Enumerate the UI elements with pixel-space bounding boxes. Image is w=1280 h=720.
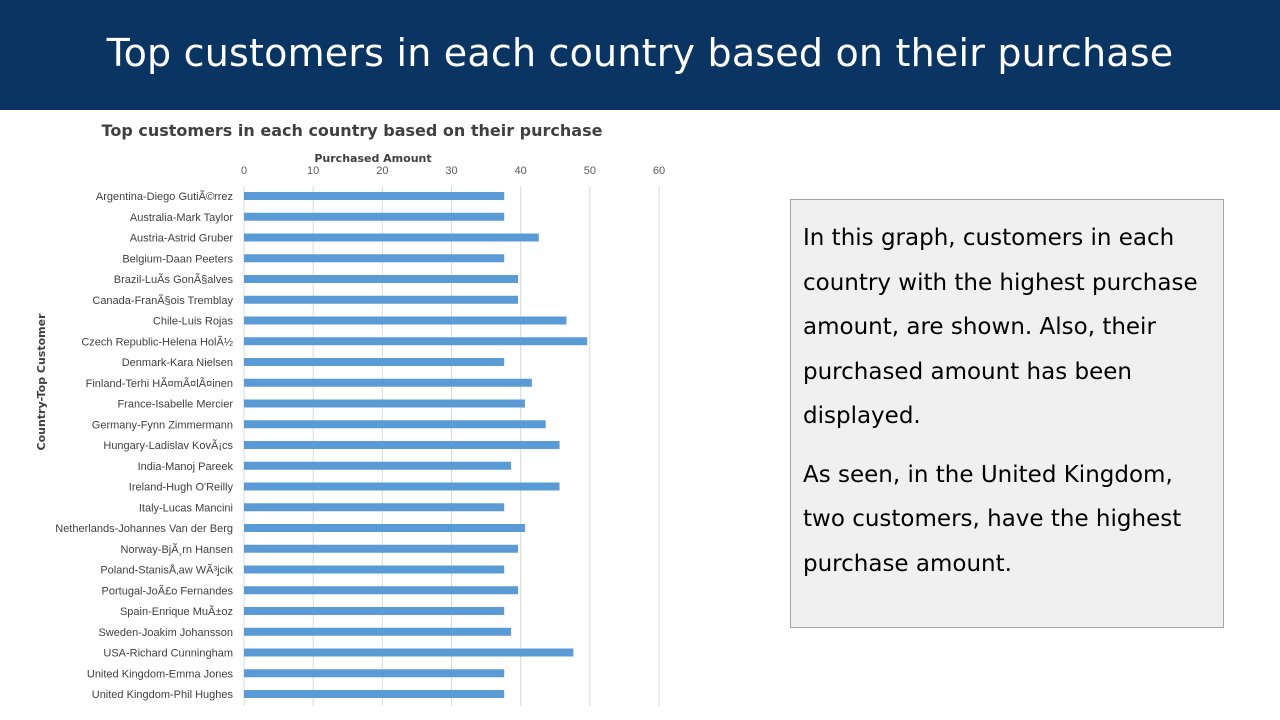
category-label: Argentina-Diego GutiÃ©rrez	[96, 190, 233, 203]
category-label: Poland-StanisÅ‚aw WÃ³jcik	[100, 564, 233, 577]
slide-header: Top customers in each country based on t…	[0, 0, 1280, 110]
x-axis-title: Purchased Amount	[314, 152, 431, 165]
bar	[244, 233, 539, 242]
category-label: India-Manoj Pareek	[138, 461, 234, 473]
category-label: Spain-Enrique MuÃ±oz	[120, 605, 233, 618]
category-label: Sweden-Joakim Johansson	[98, 627, 233, 639]
category-labels: Argentina-Diego GutiÃ©rrez Australia-Mark…	[55, 190, 233, 701]
y-axis-title: Country-Top Customer	[35, 313, 48, 451]
explanation-paragraph-1: In this graph, customers in each country…	[803, 225, 1198, 429]
category-label: Netherlands-Johannes Van der Berg	[55, 523, 233, 535]
x-tick-label: 20	[376, 165, 388, 177]
explanation-box: In this graph, customers in each country…	[790, 199, 1224, 628]
category-label: Ireland-Hugh O'Reilly	[129, 482, 234, 494]
bar	[244, 627, 512, 636]
bar	[244, 295, 519, 304]
bar	[244, 358, 505, 366]
bar	[244, 503, 505, 512]
bar	[244, 441, 560, 449]
category-label: USA-Richard Cunningham	[103, 648, 233, 660]
x-tick-label: 0	[241, 165, 247, 177]
x-tick-label: 50	[584, 165, 596, 177]
bar	[244, 254, 505, 263]
bar	[244, 690, 505, 698]
bars	[244, 192, 588, 698]
category-label: Hungary-Ladislav KovÃ¡cs	[103, 439, 233, 452]
bar	[244, 648, 574, 657]
category-label: Brazil-LuÃ­s GonÃ§alves	[114, 273, 234, 286]
category-label: United Kingdom-Phil Hughes	[92, 689, 234, 701]
bar	[244, 337, 588, 346]
bar	[244, 482, 560, 491]
chart-title: Top customers in each country based on t…	[102, 121, 603, 140]
category-label: France-Isabelle Mercier	[117, 399, 233, 411]
bar	[244, 275, 519, 283]
x-tick-label: 40	[515, 165, 527, 177]
bar	[244, 524, 525, 532]
bar	[244, 607, 505, 615]
slide-title: Top customers in each country based on t…	[106, 31, 1174, 75]
x-tick-labels: 0 10 20 30 40 50 60	[241, 165, 665, 177]
category-label: Canada-FranÃ§ois Tremblay	[92, 294, 233, 307]
bar	[244, 544, 519, 553]
category-label: Chile-Luis Rojas	[153, 316, 234, 328]
bar	[244, 420, 546, 429]
bar	[244, 669, 505, 678]
category-label: Denmark-Kara Nielsen	[122, 357, 233, 369]
category-label: Finland-Terhi HÃ¤mÃ¤lÃ¤inen	[86, 377, 233, 390]
x-tick-label: 10	[307, 165, 319, 177]
category-label: Australia-Mark Taylor	[130, 212, 233, 224]
category-label: Portugal-JoÃ£o Fernandes	[102, 584, 234, 597]
bar	[244, 461, 512, 470]
explanation-paragraph-2: As seen, in the United Kingdom, two cust…	[803, 461, 1182, 577]
bar	[244, 565, 505, 574]
category-label: Germany-Fynn Zimmermann	[92, 419, 233, 431]
bar	[244, 586, 519, 595]
category-label: Norway-BjÃ¸rn Hansen	[121, 543, 233, 556]
bar	[244, 212, 505, 221]
bar	[244, 378, 532, 387]
bar	[244, 192, 505, 200]
customer-bar-chart: Top customers in each country based on t…	[35, 121, 665, 706]
category-label: United Kingdom-Emma Jones	[87, 668, 234, 680]
x-tick-label: 60	[653, 165, 665, 177]
category-label: Belgium-Daan Peeters	[122, 253, 233, 265]
x-tick-label: 30	[445, 165, 457, 177]
category-label: Austria-Astrid Gruber	[130, 233, 234, 245]
bar	[244, 316, 567, 325]
category-label: Italy-Lucas Mancini	[139, 502, 233, 514]
category-label: Czech Republic-Helena HolÃ½	[81, 335, 233, 348]
bar	[244, 399, 525, 408]
